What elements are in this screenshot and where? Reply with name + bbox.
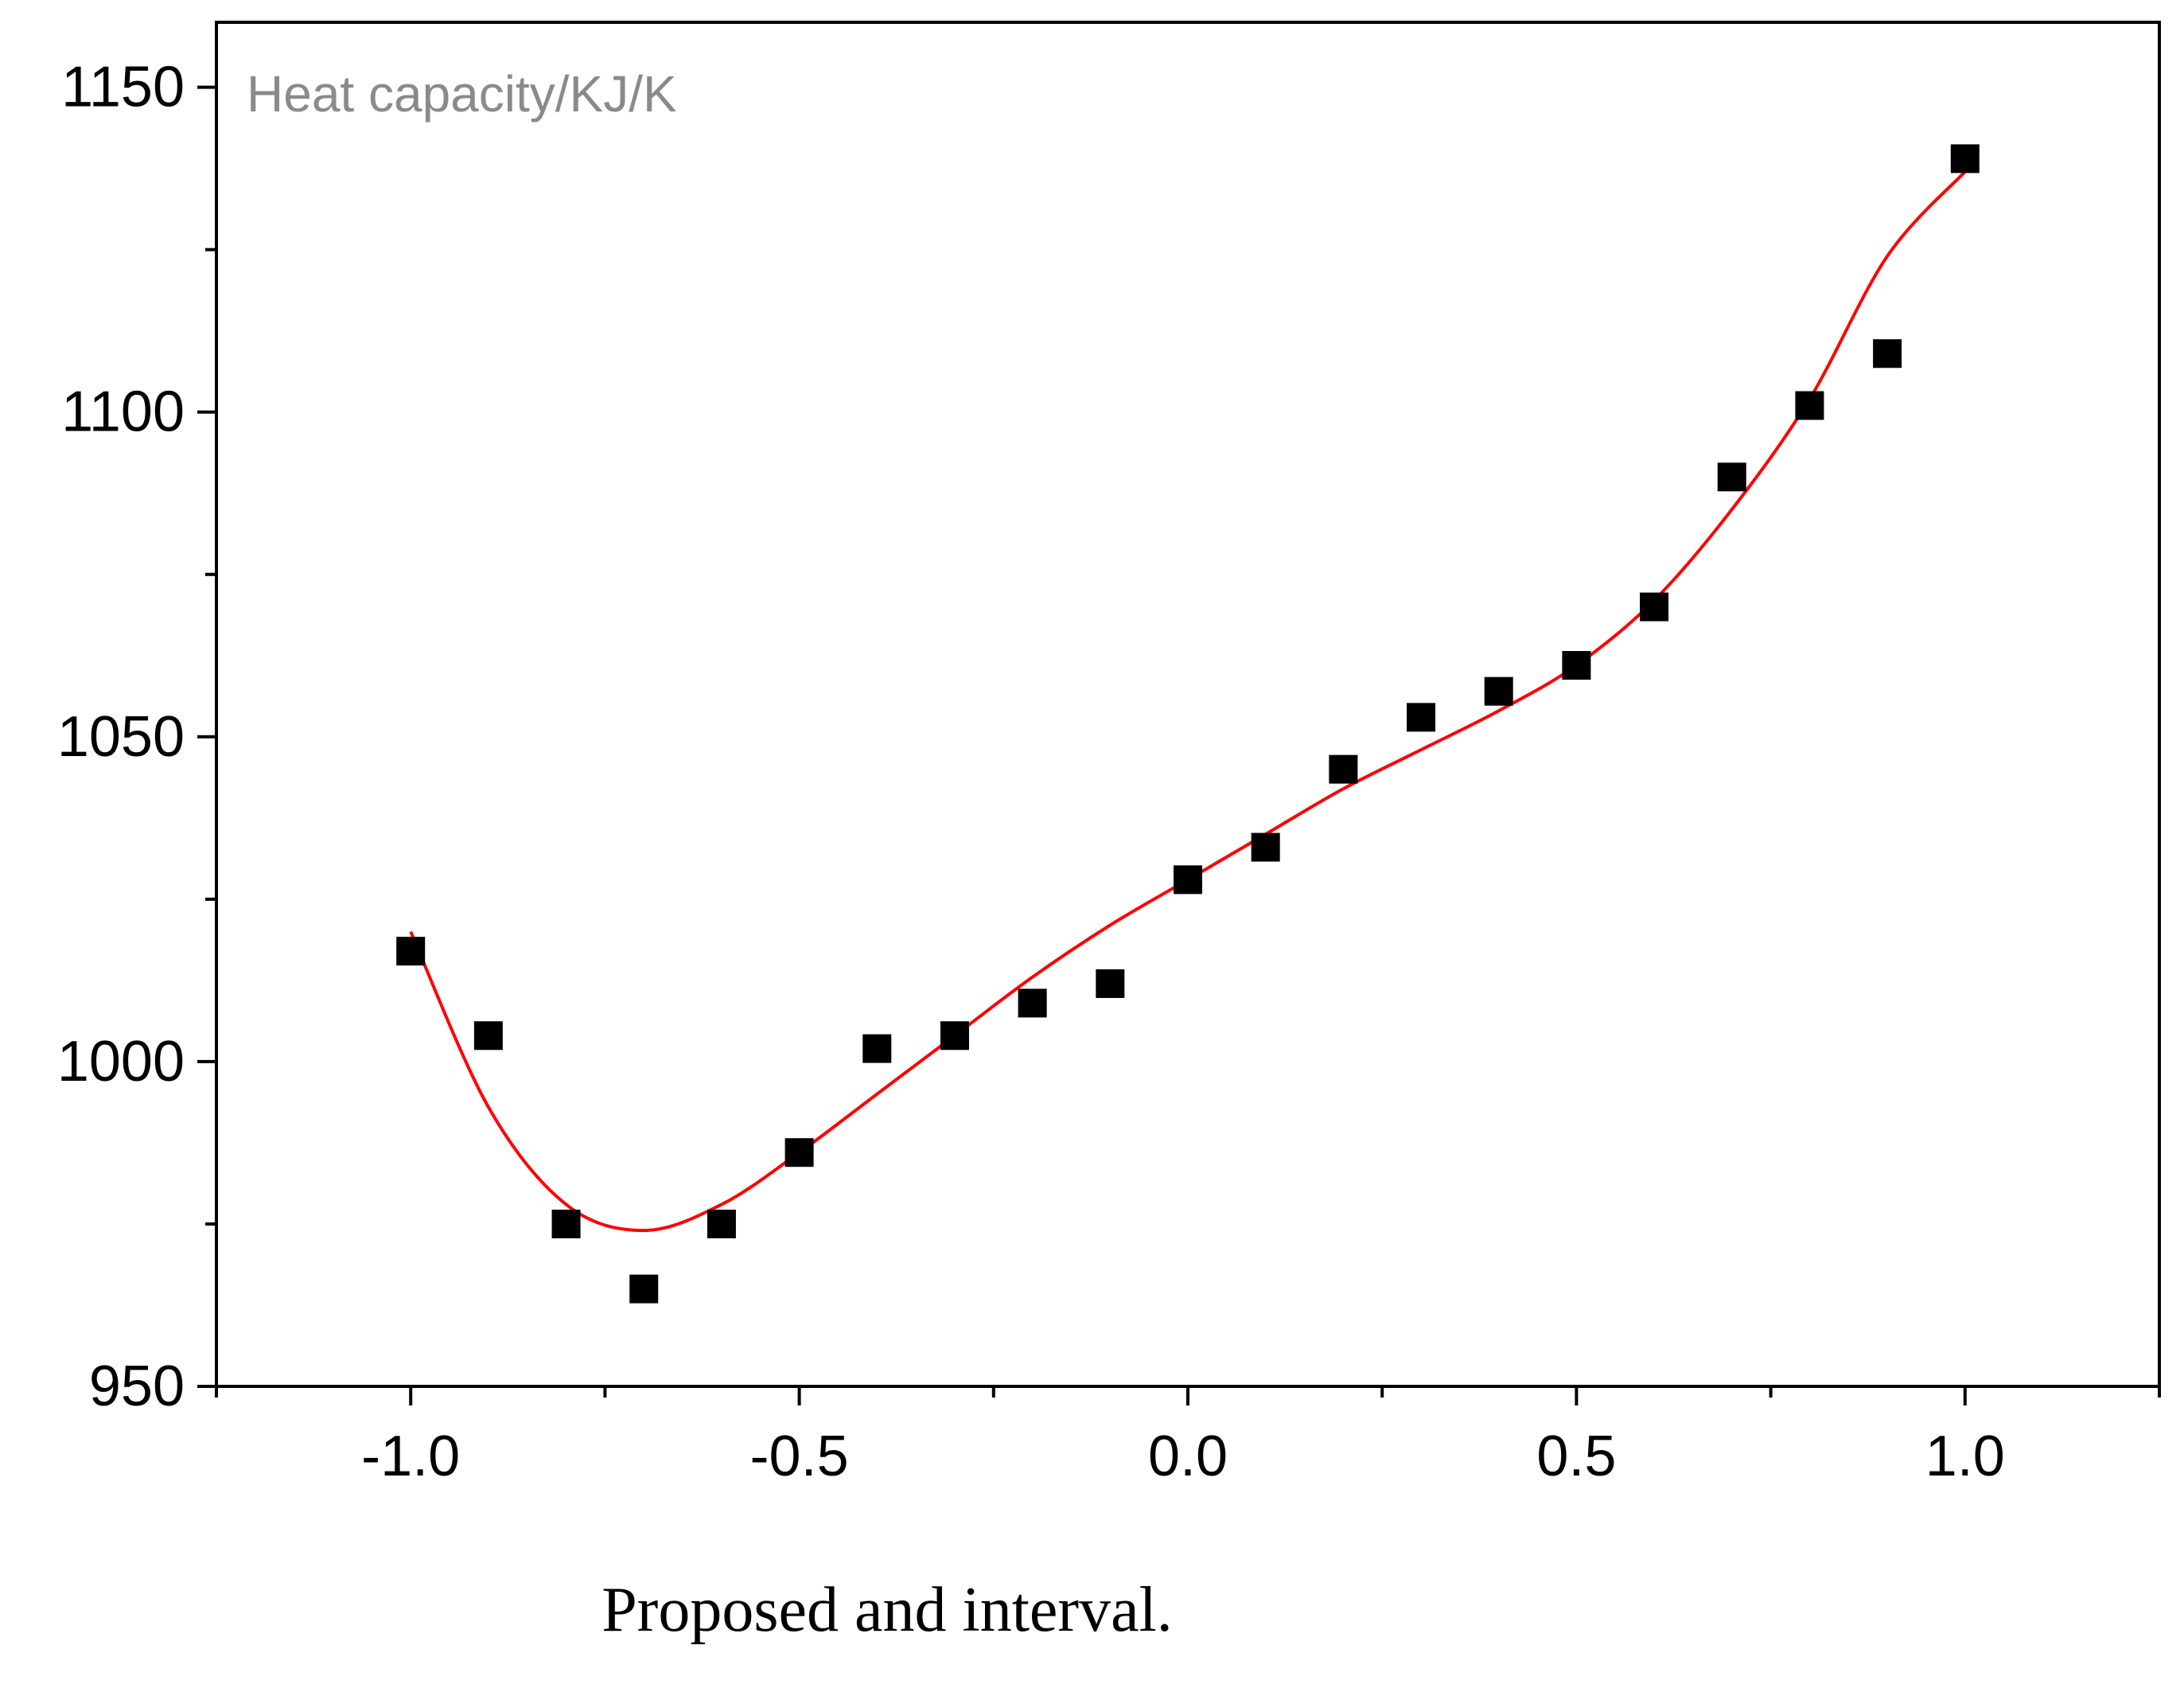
chart-title: Heat capacity/KJ/K xyxy=(247,65,677,123)
data-point xyxy=(551,1209,581,1238)
x-tick-label: 1.0 xyxy=(1925,1425,2005,1488)
data-point xyxy=(1484,676,1513,706)
data-point xyxy=(862,1034,892,1063)
plot-frame xyxy=(215,21,2161,1388)
y-tick-label: 1000 xyxy=(57,1030,185,1093)
data-point xyxy=(629,1274,659,1304)
data-point xyxy=(940,1021,969,1051)
x-tick-label: -1.0 xyxy=(361,1425,460,1488)
fit-line xyxy=(409,170,1967,1233)
data-point xyxy=(1018,988,1047,1018)
data-point xyxy=(1562,651,1591,680)
data-point xyxy=(473,1021,503,1051)
data-point xyxy=(1407,703,1436,732)
data-point xyxy=(707,1209,736,1238)
data-point xyxy=(1717,462,1746,492)
figure-caption: Proposed and interval. xyxy=(601,1575,1173,1645)
x-tick-label: -0.5 xyxy=(750,1425,849,1488)
axes-frame xyxy=(215,21,2161,1388)
y-tick-label: 1150 xyxy=(61,56,185,119)
y-tick-label: 950 xyxy=(89,1355,185,1418)
data-point xyxy=(1251,832,1280,862)
data-point xyxy=(1873,339,1902,368)
y-axis: 950 1000 1050 1100 1150 xyxy=(57,56,216,1418)
data-point xyxy=(396,937,426,966)
data-point xyxy=(784,1138,814,1168)
y-tick-label: 1100 xyxy=(61,380,185,444)
data-point xyxy=(1174,865,1202,895)
fit-curve-layer xyxy=(409,170,1967,1233)
data-point xyxy=(1950,144,1980,173)
data-point xyxy=(1640,592,1669,622)
data-point xyxy=(1096,969,1125,998)
data-point xyxy=(1795,391,1824,420)
x-axis: -1.0 -0.5 0.0 0.5 1.0 xyxy=(215,1386,2161,1488)
y-tick-label: 1050 xyxy=(57,705,185,769)
data-point xyxy=(1329,754,1358,784)
x-tick-label: 0.0 xyxy=(1148,1425,1228,1488)
x-tick-label: 0.5 xyxy=(1536,1425,1616,1488)
data-points-layer xyxy=(396,144,1980,1304)
